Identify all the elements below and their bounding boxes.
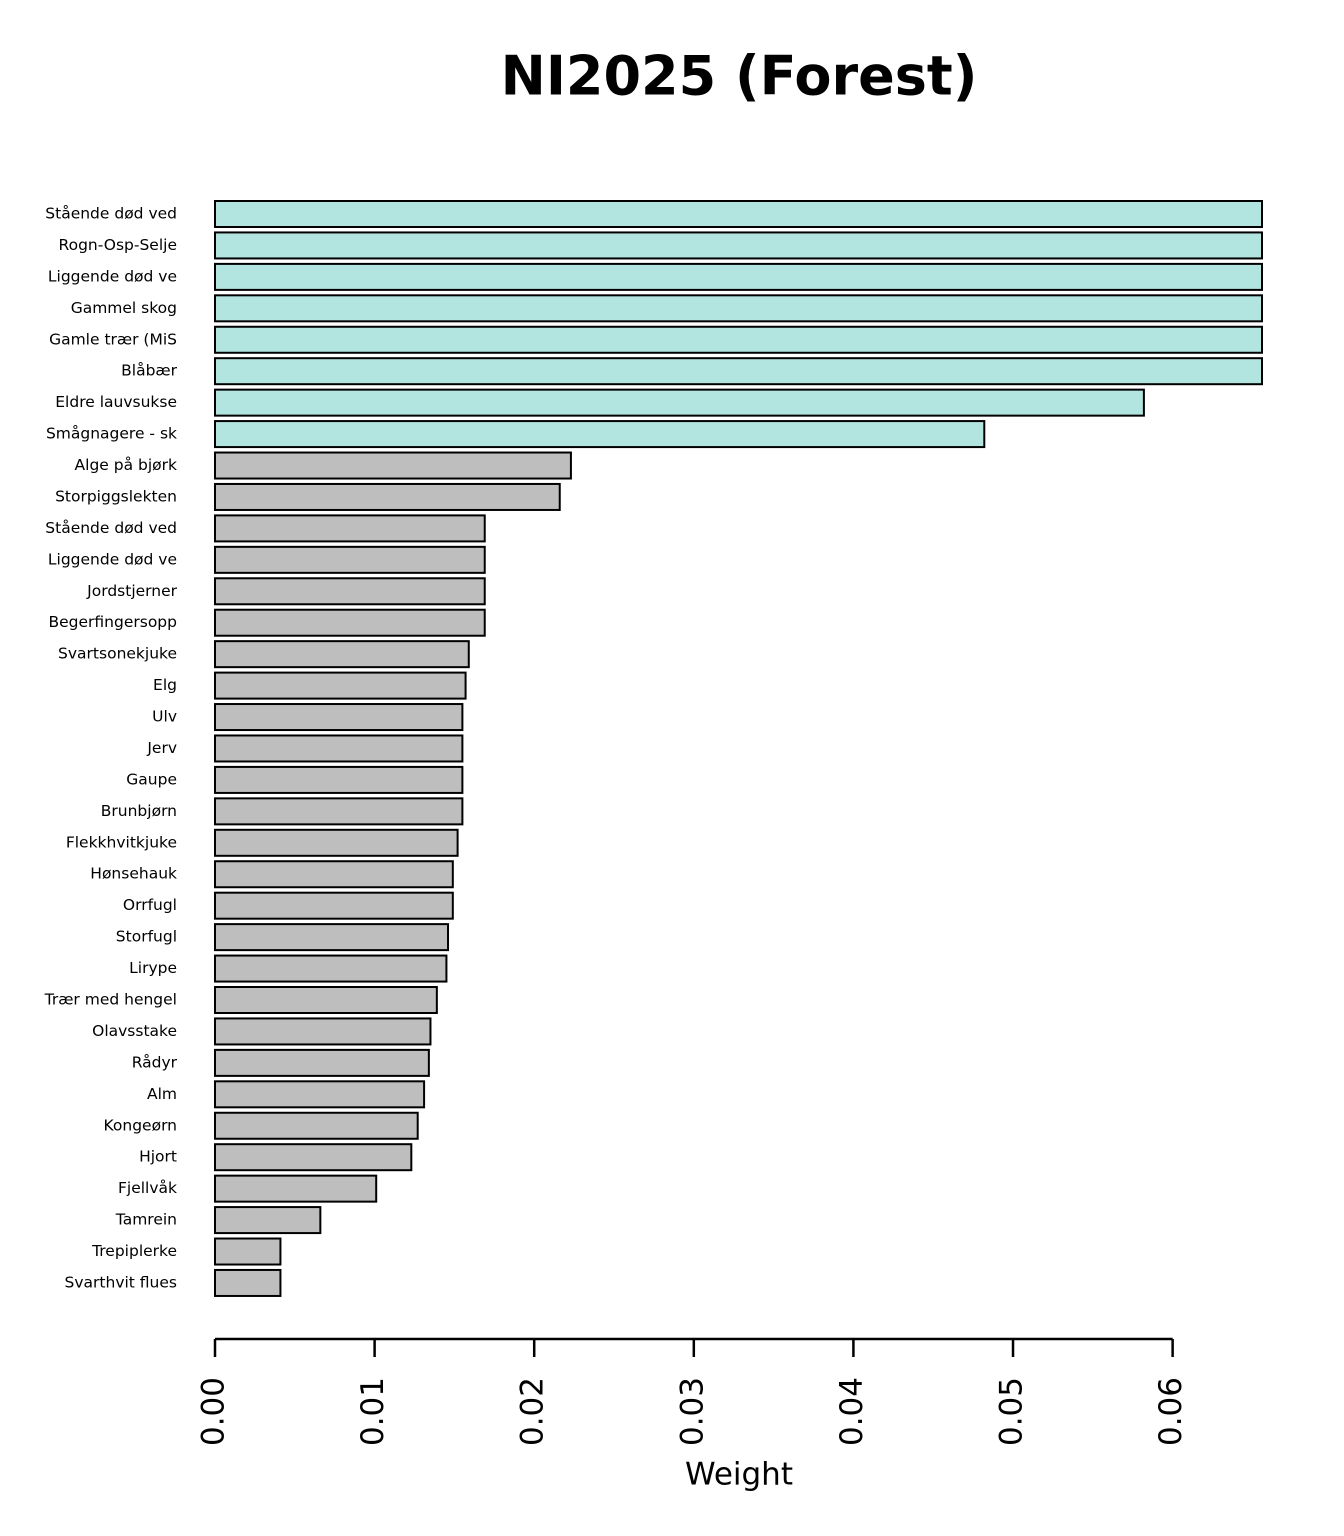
- x-tick-label: 0.00: [196, 1377, 232, 1446]
- y-tick-label: Gaupe: [126, 770, 177, 788]
- x-tick-label: 0.04: [834, 1377, 870, 1446]
- y-tick-label: Svarthvit flues: [65, 1273, 177, 1291]
- bar: [214, 1017, 432, 1046]
- chart-title: NI2025 (Forest): [501, 45, 978, 108]
- bar: [214, 891, 454, 920]
- bar: [214, 1237, 282, 1266]
- bar: [214, 986, 438, 1014]
- y-tick-label: Blåbær: [121, 362, 177, 380]
- bar: [214, 860, 454, 889]
- bar: [214, 1080, 426, 1109]
- bar: [214, 357, 1263, 386]
- bar: [214, 325, 1263, 354]
- y-tick-label: Eldre lauvsukse: [55, 393, 177, 411]
- y-tick-label: Kongeørn: [104, 1116, 177, 1134]
- bar: [214, 1143, 413, 1172]
- y-tick-label: Fjellvåk: [118, 1179, 177, 1197]
- x-tick-label: 0.01: [355, 1377, 391, 1446]
- bar: [214, 545, 486, 574]
- y-tick-label: Olavsstake: [92, 1022, 177, 1040]
- y-tick-label: Stående død ved: [45, 519, 177, 537]
- y-tick-label: Stående død ved: [45, 205, 177, 223]
- bar: [214, 1174, 378, 1203]
- y-tick-label: Rogn-Osp-Selje: [59, 236, 177, 254]
- bar: [214, 1268, 282, 1297]
- x-tick-label: 0.05: [994, 1377, 1030, 1446]
- bar: [214, 200, 1263, 228]
- y-tick-label: Storfugl: [116, 928, 177, 946]
- bar: [214, 671, 467, 700]
- bar: [214, 262, 1263, 291]
- y-tick-label: Flekkhvitkjuke: [66, 833, 177, 851]
- y-tick-label: Orrfugl: [123, 896, 177, 914]
- bar: [214, 482, 561, 511]
- y-tick-label: Hjort: [139, 1148, 177, 1166]
- y-tick-label: Liggende død ve: [48, 550, 177, 568]
- y-tick-label: Liggende død ve: [48, 267, 177, 285]
- bar: [214, 703, 464, 732]
- bar: [214, 420, 986, 449]
- x-axis-label: Weight: [685, 1457, 793, 1493]
- y-tick-label: Jerv: [146, 739, 177, 757]
- bar: [214, 797, 464, 826]
- bar: [214, 1048, 430, 1077]
- y-tick-label: Gamle trær (MiS: [49, 330, 177, 348]
- bar: [214, 923, 450, 952]
- x-tick-label: 0.03: [674, 1377, 710, 1446]
- y-tick-label: Alge på bjørk: [75, 456, 177, 474]
- bar: [214, 608, 486, 637]
- bar: [214, 514, 486, 543]
- bar: [214, 294, 1263, 323]
- y-tick-label: Begerfingersopp: [49, 613, 178, 631]
- y-tick-label: Tamrein: [115, 1211, 177, 1229]
- x-tick-label: 0.06: [1153, 1377, 1189, 1446]
- x-tick-label: 0.02: [515, 1377, 551, 1446]
- y-tick-label: Hønsehauk: [90, 865, 177, 883]
- y-tick-label: Storpiggslekten: [55, 487, 177, 505]
- bar: [214, 828, 459, 857]
- bar: [214, 231, 1263, 260]
- y-tick-label: Jordstjerner: [86, 582, 177, 600]
- y-tick-label: Trær med hengel: [44, 991, 177, 1009]
- bar: [214, 954, 448, 983]
- y-tick-label: Brunbjørn: [101, 802, 177, 820]
- bar: [214, 388, 1145, 417]
- y-tick-label: Svartsonekjuke: [58, 645, 177, 663]
- bar: [214, 577, 486, 606]
- bar: [214, 765, 464, 794]
- bar: [214, 1206, 322, 1235]
- y-tick-label: Rådyr: [132, 1053, 178, 1071]
- y-tick-label: Gammel skog: [71, 299, 177, 317]
- bar: [214, 451, 572, 480]
- y-tick-label: Smågnagere - sk: [46, 425, 177, 443]
- bar: [214, 640, 470, 669]
- y-tick-label: Alm: [147, 1085, 177, 1103]
- y-tick-label: Trepiplerke: [91, 1242, 177, 1260]
- y-tick-label: Elg: [153, 676, 177, 694]
- bar: [214, 1111, 419, 1140]
- y-tick-label: Lirype: [129, 959, 177, 977]
- y-tick-label: Ulv: [152, 708, 177, 726]
- bar: [214, 734, 464, 763]
